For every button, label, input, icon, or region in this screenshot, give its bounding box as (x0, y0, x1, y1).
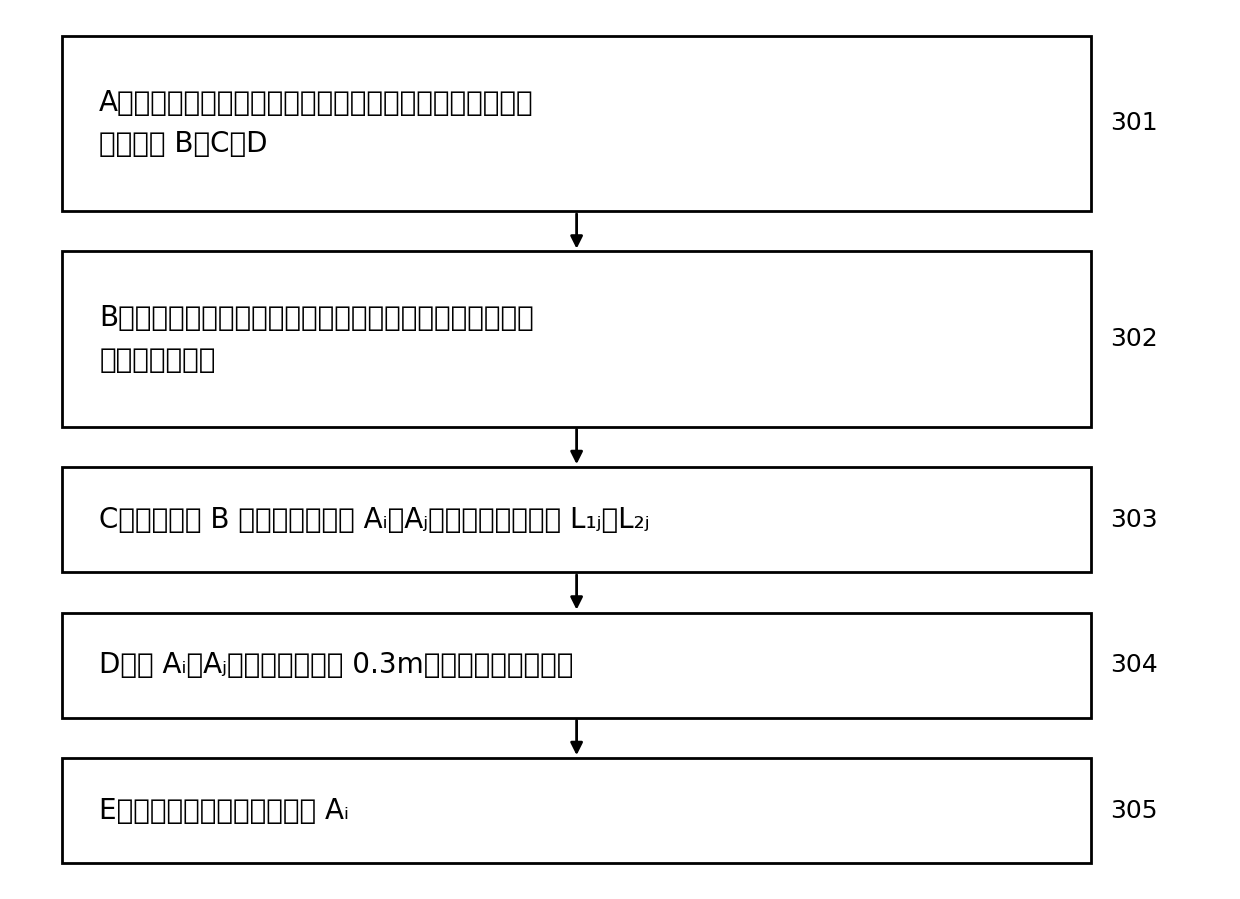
Text: E、确定圆形区域内点最多的 Aᵢ: E、确定圆形区域内点最多的 Aᵢ (99, 797, 350, 824)
Bar (62, 467, 1091, 572)
Text: C、计算步骤 B 匹配得到的点与 Aᵢ、Aⱼ的距离，分别记为 L₁ⱼ、L₂ⱼ: C、计算步骤 B 匹配得到的点与 Aᵢ、Aⱼ的距离，分别记为 L₁ⱼ、L₂ⱼ (99, 505, 650, 533)
Bar (62, 252, 1091, 426)
Text: A、测试者在待测点进行小幅度的转动后，再次接收到三个
光照度值 B、C、D: A、测试者在待测点进行小幅度的转动后，再次接收到三个 光照度值 B、C、D (99, 89, 534, 158)
Text: 302: 302 (1110, 327, 1158, 351)
Bar (62, 612, 1091, 717)
Text: 303: 303 (1110, 508, 1157, 531)
Bar (62, 36, 1091, 211)
Text: 301: 301 (1110, 111, 1157, 136)
Text: D、以 Aᵢ、Aⱼ为圆心，半径为 0.3m，得到两个圆形区域: D、以 Aᵢ、Aⱼ为圆心，半径为 0.3m，得到两个圆形区域 (99, 651, 574, 679)
Text: B、三个光照度值进行指纹相似度匹配算法，分别得到相似
度最大的采集点: B、三个光照度值进行指纹相似度匹配算法，分别得到相似 度最大的采集点 (99, 305, 534, 374)
Bar (62, 758, 1091, 863)
Text: 305: 305 (1110, 798, 1157, 823)
Text: 304: 304 (1110, 653, 1158, 677)
